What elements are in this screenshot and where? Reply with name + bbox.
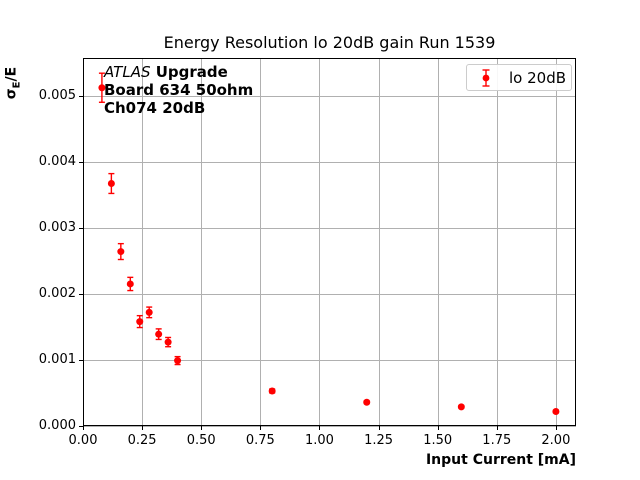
x-tick-label: 0.50 bbox=[186, 433, 216, 448]
legend: lo 20dB bbox=[466, 64, 572, 91]
y-tick-label: 0.001 bbox=[38, 351, 76, 367]
data-point bbox=[552, 407, 560, 415]
data-point bbox=[136, 318, 144, 326]
x-tick-label: 1.25 bbox=[364, 433, 394, 448]
ylabel-sigma: σ bbox=[3, 88, 20, 100]
y-axis-label: σE/E bbox=[4, 67, 23, 99]
data-point bbox=[145, 308, 153, 316]
x-tick-label: 0.25 bbox=[127, 433, 157, 448]
data-point bbox=[126, 280, 134, 288]
annotation-atlas: ATLAS bbox=[104, 63, 151, 81]
data-point bbox=[363, 398, 371, 406]
annotation-line-2: Board 634 50ohm bbox=[104, 81, 254, 99]
ylabel-subscript: E bbox=[11, 81, 23, 89]
axes-spines bbox=[83, 58, 576, 426]
x-tick-label: 1.00 bbox=[304, 433, 334, 448]
x-tick-label: 0.75 bbox=[245, 433, 275, 448]
y-tick-label: 0.004 bbox=[38, 153, 76, 169]
x-tick-label: 2.00 bbox=[541, 433, 571, 448]
annotation: ATLAS Upgrade Board 634 50ohm Ch074 20dB bbox=[104, 63, 253, 117]
chart-title: Energy Resolution lo 20dB gain Run 1539 bbox=[163, 33, 496, 52]
data-point bbox=[457, 403, 465, 411]
data-point bbox=[107, 180, 115, 188]
legend-label: lo 20dB bbox=[509, 68, 567, 87]
x-tick-label: 1.75 bbox=[482, 433, 512, 448]
x-axis-label: Input Current [mA] bbox=[425, 452, 576, 468]
annotation-line-3: Ch074 20dB bbox=[104, 99, 206, 117]
x-tick-label: 0.00 bbox=[68, 433, 98, 448]
errorbar-marker-icon bbox=[482, 68, 490, 87]
data-point bbox=[164, 338, 172, 346]
data-point bbox=[268, 387, 276, 395]
data-point bbox=[117, 248, 125, 256]
data-point bbox=[98, 84, 106, 92]
annotation-line-1: ATLAS Upgrade bbox=[104, 63, 253, 81]
y-tick-label: 0.000 bbox=[38, 418, 76, 433]
y-tick-label: 0.005 bbox=[38, 87, 76, 103]
annotation-upgrade: Upgrade bbox=[155, 63, 228, 81]
ylabel-rest: /E bbox=[3, 66, 20, 82]
data-point bbox=[155, 330, 163, 338]
y-tick-label: 0.002 bbox=[38, 285, 76, 301]
x-tick-label: 1.50 bbox=[423, 433, 453, 448]
y-tick-label: 0.003 bbox=[38, 219, 76, 235]
data-point bbox=[174, 357, 182, 365]
